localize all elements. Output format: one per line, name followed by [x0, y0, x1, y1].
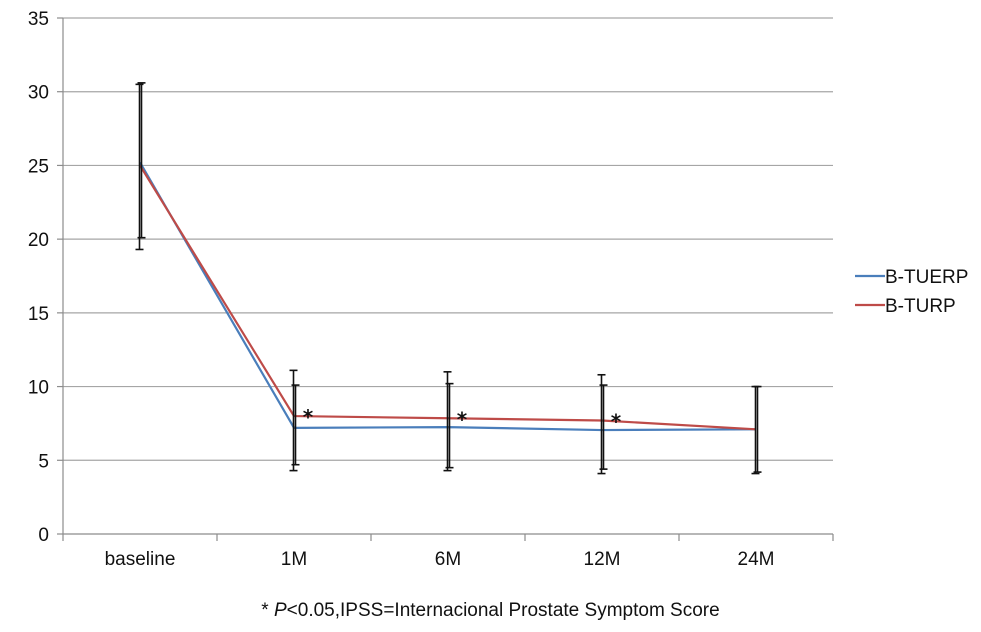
legend: B-TUERP B-TURP [855, 267, 968, 317]
y-tick-label: 25 [28, 156, 49, 177]
error-bars [135, 82, 762, 475]
x-tick-label: 1M [281, 549, 307, 570]
y-axis-tick-labels: 0 5 10 15 20 25 30 35 [28, 9, 49, 546]
footnote-star: * [261, 600, 274, 621]
x-tick-label: 24M [738, 549, 775, 570]
axes [57, 17, 834, 541]
y-tick-label: 5 [38, 451, 49, 472]
y-tick-label: 35 [28, 9, 49, 30]
y-tick-label: 0 [38, 525, 49, 546]
gridlines [63, 17, 833, 461]
significance-marker: * [457, 407, 468, 431]
legend-label: B-TUERP [885, 267, 968, 288]
x-axis-tick-labels: baseline 1M 6M 12M 24M [105, 549, 775, 570]
y-tick-label: 15 [28, 304, 49, 325]
footnote-text: <0.05,IPSS=Internacional Prostate Sympto… [286, 600, 720, 621]
x-tick-label: 12M [584, 549, 621, 570]
y-tick-label: 10 [28, 378, 49, 399]
footnote: * P<0.05,IPSS=Internacional Prostate Sym… [0, 600, 981, 622]
y-tick-label: 20 [28, 230, 49, 251]
legend-label: B-TURP [885, 296, 956, 317]
x-tick-label: baseline [105, 549, 176, 570]
y-tick-label: 30 [28, 83, 49, 104]
significance-markers: * * * [303, 405, 622, 433]
x-tick-label: 6M [435, 549, 461, 570]
footnote-p: P [273, 600, 287, 621]
significance-marker: * [303, 405, 314, 429]
significance-marker: * [611, 409, 622, 433]
